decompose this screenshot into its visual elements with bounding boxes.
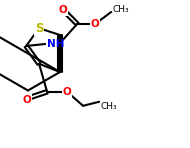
Text: NH: NH <box>47 39 65 49</box>
Text: CH₃: CH₃ <box>100 102 117 111</box>
Text: O: O <box>59 5 67 15</box>
Text: CH₃: CH₃ <box>112 4 129 13</box>
Text: O: O <box>63 87 71 97</box>
Text: S: S <box>35 22 43 35</box>
Text: O: O <box>91 19 100 29</box>
Text: O: O <box>23 95 32 105</box>
